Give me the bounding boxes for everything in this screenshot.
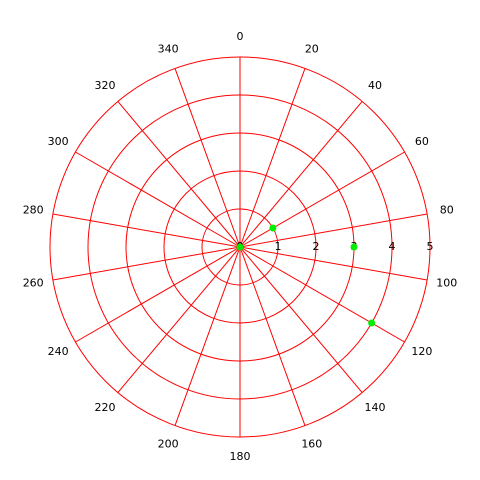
spoke [52, 213, 241, 248]
spoke [75, 246, 241, 343]
theta-tick-label: 0 [237, 30, 244, 43]
spoke [239, 68, 306, 248]
spoke [239, 246, 363, 393]
spoke [239, 101, 363, 248]
theta-tick-label: 240 [48, 345, 69, 358]
r-tick-label: 5 [427, 240, 434, 253]
spoke [239, 246, 405, 343]
point [269, 224, 277, 232]
theta-tick-label: 140 [364, 401, 385, 414]
spoke [239, 246, 306, 426]
spoke [239, 151, 405, 248]
point [350, 243, 358, 251]
theta-tick-label: 200 [158, 437, 179, 450]
spoke [174, 68, 241, 248]
theta-tick-label: 80 [440, 204, 454, 217]
theta-tick-label: 180 [230, 450, 251, 463]
r-tick-label: 4 [389, 240, 396, 253]
spoke [174, 246, 241, 426]
theta-tick-label: 280 [23, 204, 44, 217]
theta-tick-label: 260 [23, 276, 44, 289]
theta-tick-label: 220 [95, 401, 116, 414]
ring [87, 94, 393, 400]
r-tick-label: 1 [275, 240, 282, 253]
point [236, 243, 244, 251]
theta-tick-label: 40 [368, 79, 382, 92]
spoke [117, 246, 241, 393]
spoke [239, 213, 428, 248]
r-tick-label: 2 [313, 240, 320, 253]
theta-tick-label: 160 [301, 437, 322, 450]
ring [49, 56, 431, 438]
theta-tick-label: 320 [95, 79, 116, 92]
theta-tick-label: 60 [415, 135, 429, 148]
point [368, 319, 376, 327]
theta-tick-label: 340 [158, 43, 179, 56]
theta-tick-label: 300 [48, 135, 69, 148]
theta-tick-label: 120 [411, 345, 432, 358]
spoke [52, 246, 241, 281]
theta-tick-label: 100 [436, 276, 457, 289]
spoke [239, 246, 428, 281]
theta-tick-label: 20 [305, 43, 319, 56]
ring [163, 170, 317, 324]
ring [201, 208, 279, 286]
spoke [75, 151, 241, 248]
spoke [117, 101, 241, 248]
